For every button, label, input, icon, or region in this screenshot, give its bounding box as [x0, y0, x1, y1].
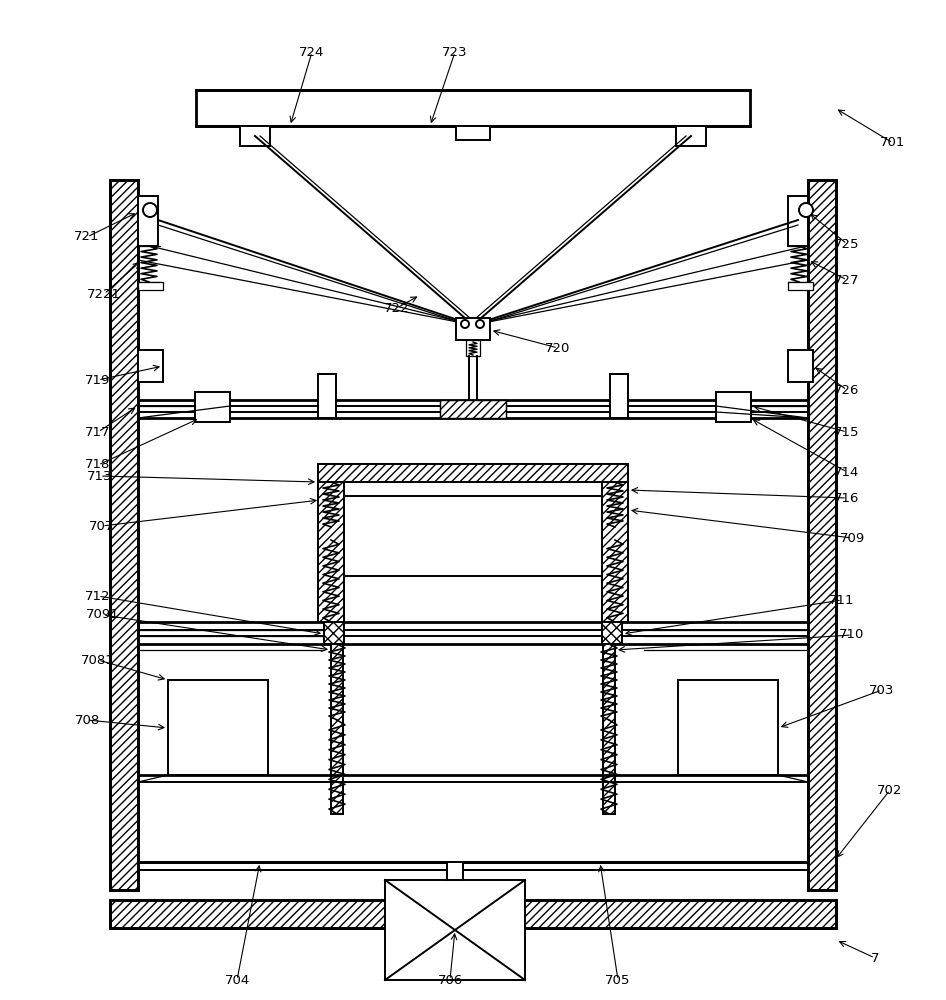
Bar	[318, 482, 344, 622]
Bar	[110, 180, 138, 890]
Text: 719: 719	[85, 373, 111, 386]
Text: 716: 716	[834, 491, 860, 504]
Bar	[602, 622, 622, 644]
Bar	[138, 282, 163, 290]
Bar	[676, 126, 706, 146]
Bar	[602, 482, 628, 622]
Bar	[466, 340, 480, 356]
Bar	[678, 680, 778, 775]
Circle shape	[476, 320, 484, 328]
Circle shape	[799, 203, 813, 217]
Circle shape	[143, 203, 157, 217]
Text: 726: 726	[834, 383, 860, 396]
Text: 721: 721	[74, 231, 99, 243]
Text: 714: 714	[834, 466, 860, 479]
Bar	[318, 464, 628, 482]
Bar	[440, 400, 506, 418]
Bar	[603, 644, 615, 814]
Bar	[110, 900, 836, 928]
Text: 724: 724	[299, 45, 324, 58]
Bar	[788, 282, 813, 290]
Bar	[808, 180, 836, 890]
Text: 706: 706	[437, 974, 463, 986]
Bar	[603, 644, 615, 814]
Bar	[456, 126, 490, 140]
Bar	[610, 374, 628, 418]
Bar	[318, 374, 336, 418]
Bar	[324, 622, 344, 644]
Bar	[138, 196, 158, 246]
Text: 725: 725	[834, 237, 860, 250]
Text: 712: 712	[85, 589, 111, 602]
Bar	[110, 900, 836, 928]
Text: 710: 710	[839, 629, 865, 642]
Text: 7091: 7091	[86, 608, 120, 621]
Bar	[318, 464, 628, 482]
Bar	[602, 622, 622, 644]
Bar	[168, 680, 268, 775]
Text: 711: 711	[830, 593, 855, 606]
Bar	[344, 496, 602, 576]
Text: 722: 722	[384, 302, 410, 314]
Bar	[331, 644, 343, 814]
Bar	[385, 880, 525, 980]
Text: 7081: 7081	[81, 654, 114, 666]
Bar	[195, 392, 230, 422]
Bar	[331, 644, 343, 814]
Text: 705: 705	[605, 974, 631, 986]
Bar	[808, 180, 836, 890]
Text: 709: 709	[839, 532, 865, 544]
Bar	[456, 318, 490, 340]
Text: 713: 713	[87, 470, 113, 483]
Bar	[240, 126, 270, 146]
Text: 7221: 7221	[87, 288, 121, 300]
Text: 703: 703	[869, 684, 895, 696]
Text: 707: 707	[89, 520, 114, 532]
Text: 704: 704	[224, 974, 250, 986]
Bar	[716, 392, 751, 422]
Text: 723: 723	[442, 45, 467, 58]
Circle shape	[461, 320, 469, 328]
Bar	[602, 482, 628, 622]
Bar	[110, 180, 138, 890]
Text: 708: 708	[75, 714, 99, 726]
Text: 718: 718	[85, 458, 111, 472]
Bar	[324, 622, 344, 644]
Text: 702: 702	[877, 784, 902, 796]
Text: 727: 727	[834, 273, 860, 286]
Bar	[196, 90, 750, 126]
Text: 701: 701	[881, 136, 905, 149]
Bar	[440, 400, 506, 418]
Bar	[447, 862, 463, 880]
Text: 720: 720	[545, 342, 570, 355]
Bar	[788, 350, 813, 382]
Bar	[788, 196, 808, 246]
Text: 7: 7	[870, 952, 879, 964]
Text: 715: 715	[834, 426, 860, 438]
Bar	[138, 350, 163, 382]
Text: 717: 717	[85, 426, 111, 438]
Bar	[318, 482, 344, 622]
